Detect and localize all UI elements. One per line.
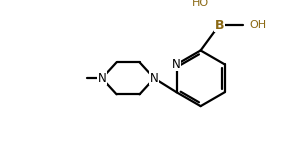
Text: N: N xyxy=(172,58,181,71)
Text: N: N xyxy=(150,72,159,85)
Text: HO: HO xyxy=(192,0,209,8)
Text: B: B xyxy=(214,19,224,32)
Text: OH: OH xyxy=(250,20,267,30)
Text: N: N xyxy=(98,72,106,85)
